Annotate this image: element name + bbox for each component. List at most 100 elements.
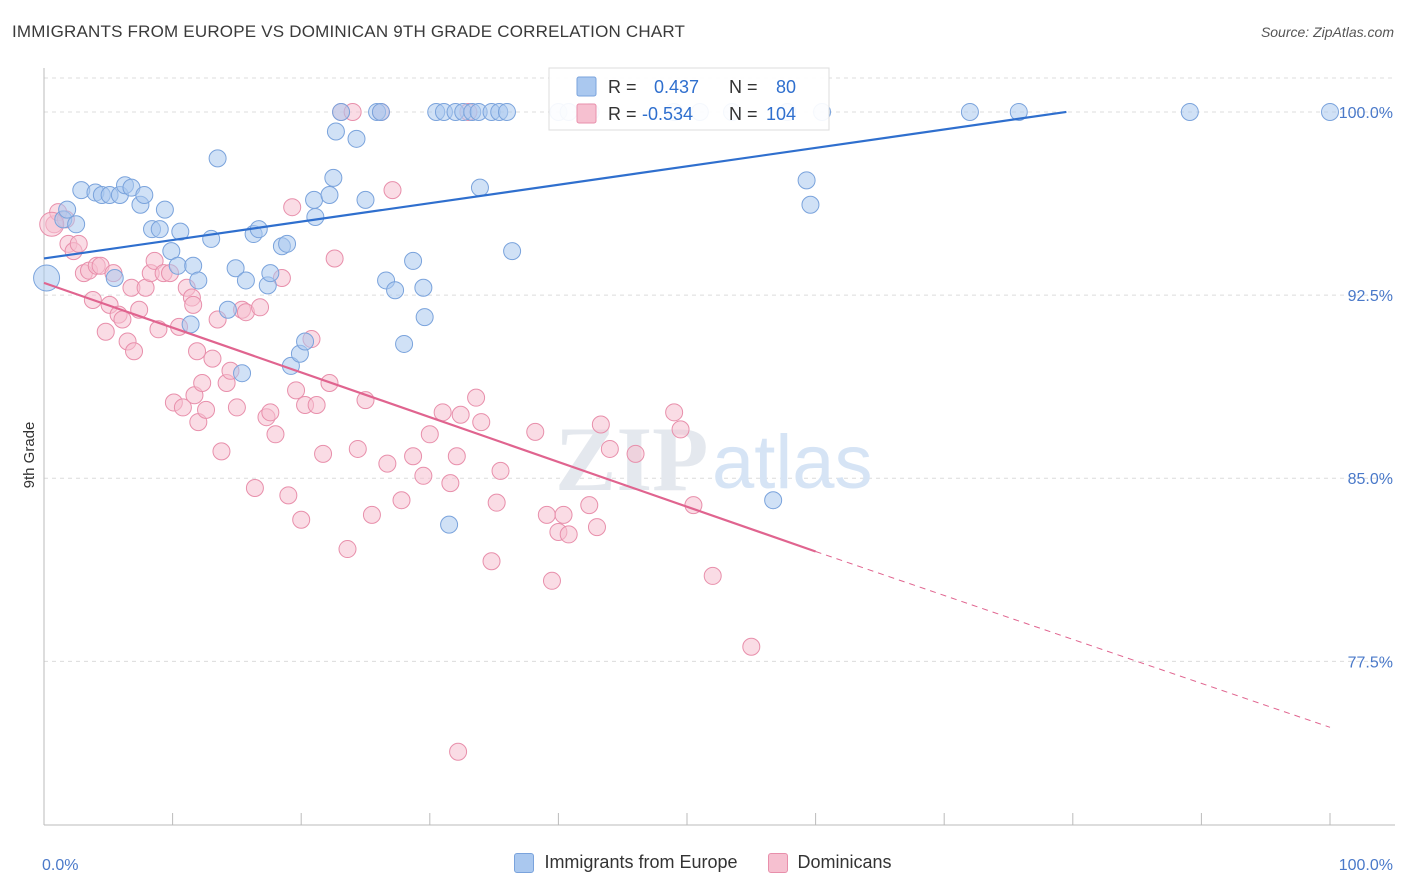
data-point-dominicans [338,540,357,559]
data-point-dominicans [287,381,306,400]
data-point-dominicans [451,405,470,424]
data-point-dominicans [266,425,285,444]
data-point-europe [150,220,169,239]
trend-line-dominicans-extrapolated [815,551,1331,728]
data-point-dominicans [283,198,302,217]
data-point-europe [356,190,375,209]
data-point-dominicans [314,444,333,463]
data-point-dominicans [184,295,203,314]
chart-title: IMMIGRANTS FROM EUROPE VS DOMINICAN 9TH … [12,22,686,41]
data-point-dominicans [392,491,411,510]
data-point-dominicans [69,234,88,253]
trend-line-europe [43,110,1067,260]
data-point-dominicans [414,466,433,485]
data-point-dominicans [420,425,439,444]
data-point-dominicans [261,403,280,422]
data-point-dominicans [245,479,264,498]
data-point-dominicans [279,486,298,505]
legend-n-label-1: N = [729,77,758,97]
data-point-dominicans [554,505,573,524]
data-point-europe [58,200,77,219]
data-point-dominicans [537,505,556,524]
legend-r-value-2: -0.534 [642,104,693,124]
data-point-europe [395,334,414,353]
data-point-europe [226,259,245,278]
data-point-dominicans [362,505,381,524]
watermark-atlas: atlas [712,420,873,505]
data-point-europe [181,315,200,334]
europe-swatch [514,852,535,873]
legend-item-dominicans[interactable]: Dominicans [767,852,892,873]
y-tick-label: 77.5% [1348,654,1393,671]
y-tick-labels: 100.0% 92.5% 85.0% 77.5% [1339,105,1393,671]
data-point-europe [306,207,325,226]
data-point-europe [233,364,252,383]
legend-swatch-dominicans [576,103,597,124]
legend-n-value-2: 104 [766,104,796,124]
legend-n-value-1: 80 [776,77,796,97]
data-point-europe [33,264,61,292]
data-point-dominicans [96,322,115,341]
data-point-dominicans [378,454,397,473]
data-point-europe [801,195,820,214]
data-point-europe [278,234,297,253]
data-point-europe [189,271,208,290]
data-point-europe [261,264,280,283]
data-point-dominicans [227,398,246,417]
data-point-europe [497,102,516,121]
data-point-europe [414,278,433,297]
data-point-dominicans [447,447,466,466]
data-point-dominicans [491,461,510,480]
legend-r-value-1: 0.437 [654,77,699,97]
y-tick-label: 92.5% [1348,288,1393,305]
data-point-europe [67,215,86,234]
x-tick-label: 100.0% [1339,857,1393,874]
data-point-europe [797,171,816,190]
data-point-europe [1009,102,1028,121]
legend-label-europe: Immigrants from Europe [544,852,738,872]
data-point-europe [168,256,187,275]
data-point-europe [440,515,459,534]
data-point-dominicans [441,474,460,493]
data-point-dominicans [487,493,506,512]
data-point-dominicans [703,566,722,585]
data-point-dominicans [742,637,761,656]
data-point-dominicans [580,496,599,515]
data-point-dominicans [145,251,164,270]
data-point-dominicans [587,518,606,537]
data-point-dominicans [292,510,311,529]
x-tick-labels: 0.0% 100.0% [42,857,1393,874]
data-point-dominicans [125,342,144,361]
data-point-dominicans [626,444,645,463]
data-point-europe [764,491,783,510]
data-point-dominicans [591,415,610,434]
data-point-dominicans [325,249,344,268]
legend-r-label-1: R = [608,77,637,97]
legend-item-europe[interactable]: Immigrants from Europe [514,852,738,873]
data-point-dominicans [307,395,326,414]
data-point-europe [470,178,489,197]
data-point-dominicans [472,413,491,432]
data-point-dominicans [188,342,207,361]
data-point-europe [503,242,522,261]
data-point-europe [1321,102,1339,121]
x-tick-label: 0.0% [42,857,78,874]
legend-label-dominicans: Dominicans [797,852,892,872]
data-point-europe [320,185,339,204]
data-point-dominicans [482,552,501,571]
data-point-europe [386,281,405,300]
data-point-europe [105,269,124,288]
data-point-dominicans [203,349,222,368]
data-point-dominicans [559,525,578,544]
data-point-dominicans [542,571,561,590]
data-point-dominicans [212,442,231,461]
legend-swatch-europe [576,76,597,97]
data-point-europe [236,271,255,290]
data-point-dominicans [348,439,367,458]
data-point-dominicans [173,398,192,417]
data-point-europe [347,129,366,148]
data-point-dominicans [526,422,545,441]
data-point-europe [324,168,343,187]
data-point-europe [1180,102,1199,121]
